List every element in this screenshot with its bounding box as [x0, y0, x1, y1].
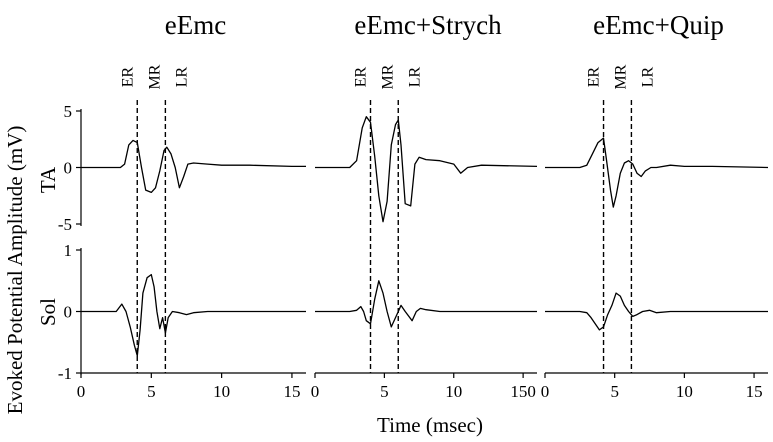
- panel-2: eEmc+Quip 0 5 10 15 ER MR LR: [541, 10, 769, 401]
- y-tick-label: -1: [58, 364, 72, 383]
- y-axis-ticks: 5 0 -5 1 0 -1: [58, 102, 82, 383]
- x-tick-label: 0: [77, 382, 86, 401]
- trace-sol: [81, 273, 306, 357]
- panel-1: eEmc+Strych 0 5 10 150 ER MR LR: [311, 10, 538, 401]
- x-tick-label: 5: [147, 382, 156, 401]
- region-label: ER: [586, 66, 603, 87]
- region-label: MR: [379, 64, 396, 89]
- trace-ta: [81, 139, 306, 194]
- x-tick-label: 150: [510, 382, 536, 401]
- region-label: LR: [639, 66, 656, 87]
- region-label: ER: [119, 66, 136, 87]
- row-label-sol: Sol: [36, 298, 60, 326]
- panel-0: eEmc 0 5 10 15 ER MR LR: [77, 10, 306, 401]
- y-axis-label: Evoked Potential Amplitude (mV): [3, 126, 27, 415]
- y-tick-label: -5: [58, 215, 72, 234]
- x-tick-label: 15: [746, 382, 763, 401]
- x-tick-label: 0: [311, 382, 320, 401]
- region-label: LR: [173, 66, 190, 87]
- region-label: LR: [406, 66, 423, 87]
- x-tick-label: 10: [445, 382, 462, 401]
- x-axis-label: Time (msec): [377, 413, 483, 437]
- x-tick-label: 5: [610, 382, 619, 401]
- x-tick-label: 0: [541, 382, 550, 401]
- y-tick-label: 0: [64, 303, 73, 322]
- y-tick-label: 1: [64, 241, 73, 260]
- x-tick-label: 15: [283, 382, 300, 401]
- panel-title: eEmc+Strych: [354, 10, 502, 40]
- trace-ta: [315, 116, 538, 223]
- trace-ta: [545, 137, 769, 208]
- y-tick-label: 5: [64, 102, 73, 121]
- x-tick-label: 5: [380, 382, 389, 401]
- region-label: ER: [353, 66, 370, 87]
- trace-sol: [545, 292, 768, 331]
- panel-title: eEmc+Quip: [593, 10, 724, 40]
- region-label: MR: [146, 64, 163, 89]
- region-label: MR: [612, 64, 629, 89]
- trace-sol: [315, 280, 537, 328]
- panel-title: eEmc: [165, 10, 226, 40]
- x-tick-label: 10: [676, 382, 693, 401]
- row-label-ta: TA: [36, 166, 60, 193]
- y-tick-label: 0: [64, 159, 73, 178]
- x-tick-label: 10: [213, 382, 230, 401]
